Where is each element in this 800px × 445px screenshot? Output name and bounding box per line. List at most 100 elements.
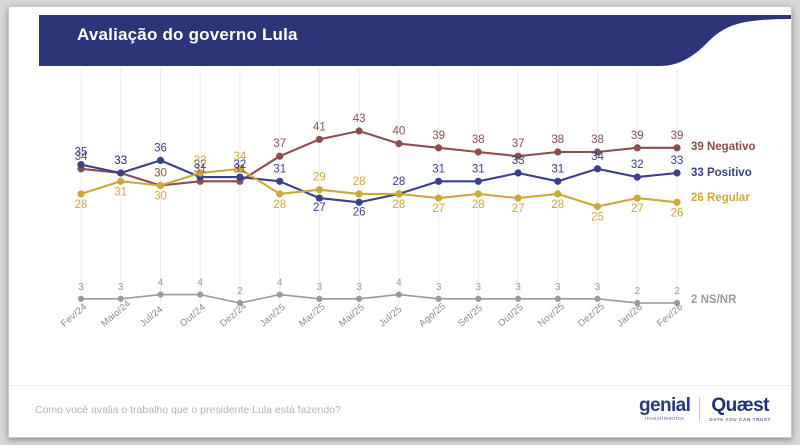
data-point <box>355 190 363 198</box>
header-banner-shape <box>39 15 791 66</box>
data-point <box>356 295 363 302</box>
series-line-positivo <box>79 159 679 204</box>
data-point <box>554 295 561 302</box>
data-point-label: 4 <box>396 278 402 289</box>
data-point <box>515 295 522 302</box>
x-axis-tick: Set/25 <box>456 302 486 330</box>
data-point-label: 3 <box>118 282 124 293</box>
data-point <box>315 194 323 202</box>
data-point-label: 33 <box>512 155 525 167</box>
data-point <box>197 291 204 298</box>
data-point-label: 31 <box>432 163 445 175</box>
slide-canvas: Avaliação do governo Lula 34 33 30 31 31 37 41… <box>8 6 792 438</box>
data-point-label: 27 <box>631 203 644 215</box>
x-axis-tick: Jan/26 <box>615 301 646 330</box>
data-point-label: 31 <box>194 163 207 175</box>
data-point-label: 3 <box>555 282 561 293</box>
data-point <box>355 198 363 206</box>
data-point <box>276 152 284 160</box>
genial-logo-wordmark: genial <box>639 395 691 417</box>
genial-logo-tagline: investimentos <box>644 415 685 422</box>
data-point <box>276 291 283 298</box>
chart-series-layer <box>77 127 681 307</box>
data-point <box>435 295 442 302</box>
data-point <box>673 299 681 307</box>
data-point <box>315 135 323 143</box>
data-point-label: 30 <box>154 168 167 180</box>
data-point-label: 33 <box>114 155 127 167</box>
data-point-label: 28 <box>353 176 366 188</box>
data-point <box>514 194 522 202</box>
data-point-label: 34 <box>75 151 88 163</box>
data-point-label: 3 <box>476 282 482 293</box>
quaest-logo-wordmark: Quæst <box>711 395 769 416</box>
data-point-label: 31 <box>273 163 286 175</box>
data-point <box>236 165 244 173</box>
data-point <box>633 194 641 202</box>
data-point-label: 28 <box>472 199 485 211</box>
data-point-label: 37 <box>512 138 525 150</box>
data-point <box>673 144 681 152</box>
slide-footer: Como você avalia o trabalho que o presid… <box>9 385 791 437</box>
logo-divider <box>699 397 701 422</box>
data-point <box>395 291 402 298</box>
quaest-logo-tagline: DATA YOU CAN TRUST <box>709 416 771 422</box>
data-point <box>157 291 164 298</box>
data-point-label: 28 <box>75 199 88 211</box>
data-point <box>593 148 602 156</box>
series-line-nsnr <box>80 293 678 304</box>
data-point <box>236 299 243 307</box>
data-point-label: 26 <box>353 206 366 218</box>
data-point-label: 3 <box>78 282 84 293</box>
data-point-label: 3 <box>356 282 362 293</box>
x-axis-tick: Mai/25 <box>337 301 367 330</box>
data-point-label: 31 <box>472 163 485 175</box>
data-point-label: 34 <box>591 151 604 163</box>
data-point-label: 27 <box>313 202 326 214</box>
data-point <box>77 161 85 169</box>
data-point-label: 2 <box>674 286 680 297</box>
data-point <box>593 165 602 173</box>
data-point <box>77 295 85 302</box>
data-point <box>554 190 562 198</box>
data-point-label: 4 <box>197 278 203 289</box>
data-point-label: 38 <box>591 134 604 146</box>
data-point <box>236 173 244 181</box>
series-end-label-positivo: 33 Positivo <box>691 166 752 179</box>
data-point-label: 3 <box>317 282 323 293</box>
data-point <box>593 202 602 211</box>
genial-logo: genial investimentos <box>639 395 691 422</box>
data-point-label: 4 <box>158 278 164 289</box>
data-point-label: 36 <box>154 142 167 154</box>
page-title: Avaliação do governo Lula <box>77 25 298 44</box>
data-point <box>474 177 482 185</box>
data-point-label: 28 <box>393 199 406 211</box>
data-point <box>673 169 681 177</box>
data-point-label: 3 <box>436 282 442 293</box>
data-point <box>514 169 522 177</box>
data-point <box>673 198 681 206</box>
logo-group: genial investimentos Quæst DATA YOU CAN … <box>639 396 771 422</box>
data-point-label: 43 <box>353 113 366 125</box>
data-point <box>475 295 482 302</box>
x-axis-tick: Jul/25 <box>376 303 405 330</box>
data-point-label: 27 <box>432 203 445 215</box>
data-point-label: 28 <box>273 199 286 211</box>
data-point-label: 3 <box>515 282 521 293</box>
data-point-label: 32 <box>631 159 644 171</box>
data-point-label: 31 <box>551 163 564 175</box>
series-line-negativo <box>79 129 679 187</box>
data-point <box>474 190 482 198</box>
data-point <box>594 295 601 302</box>
x-axis-labels: Fev/24 Maio/24 Jul/24 Out/24 Dez/24 Jan/25 Mar… <box>9 298 791 367</box>
data-point <box>633 173 641 181</box>
x-axis-tick: Out/24 <box>178 301 209 330</box>
data-point-label: 30 <box>154 191 167 203</box>
series-end-label-nsnr: 2 NS/NR <box>691 294 737 306</box>
series-end-label-negativo: 39 Negativo <box>691 140 756 153</box>
data-point-label: 28 <box>393 176 406 188</box>
data-point-label: 31 <box>114 186 127 198</box>
data-point-label: 28 <box>551 199 564 211</box>
data-point-label: 33 <box>671 155 684 167</box>
